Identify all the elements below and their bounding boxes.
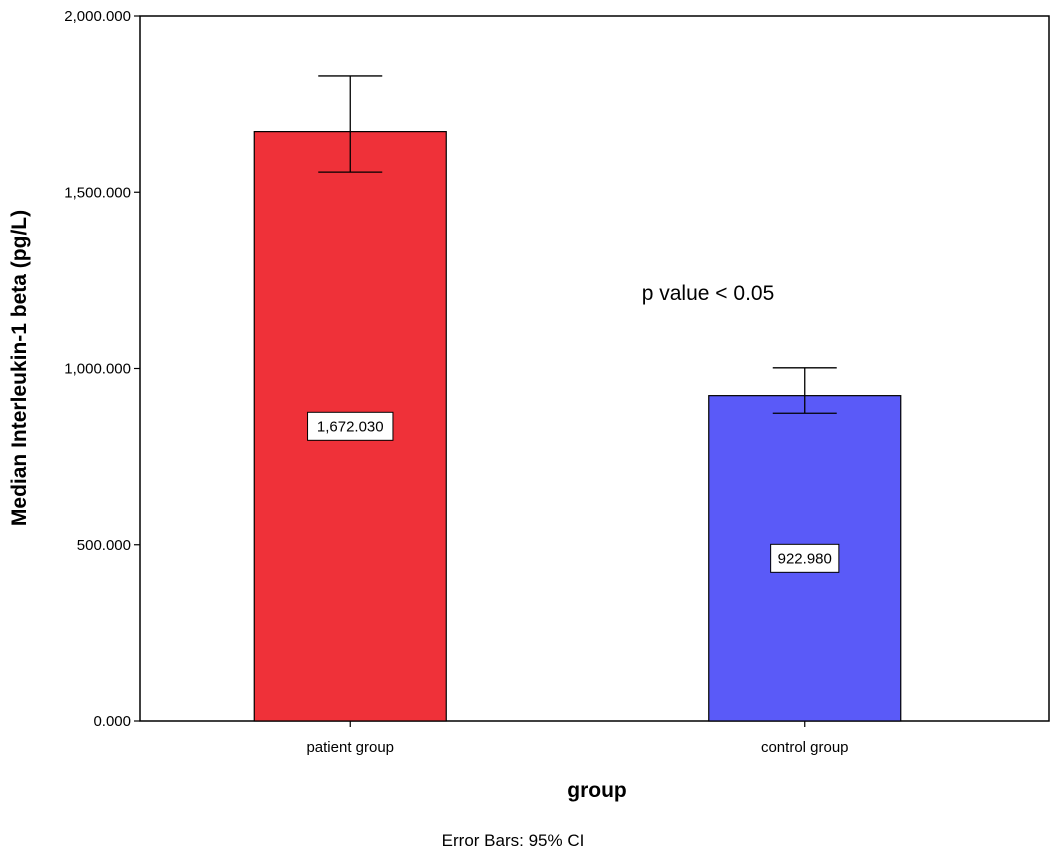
x-axis: patient group control group	[306, 721, 849, 756]
x-tick-label: control group	[761, 739, 849, 756]
x-axis-title: group	[567, 779, 626, 802]
error-bars-footnote: Error Bars: 95% CI	[442, 831, 585, 850]
data-label: 1,672.030	[317, 418, 384, 435]
y-axis: 0.000 500.000 1,000.000 1,500.000 2,000.000	[64, 8, 140, 730]
y-tick-label: 1,500.000	[64, 184, 131, 201]
bars: 1,672.030 922.980	[253, 75, 902, 722]
x-tick-label: patient group	[306, 739, 394, 756]
y-axis-title: Median Interleukin-1 beta (pg/L)	[8, 210, 31, 526]
data-label-box	[307, 411, 394, 441]
y-tick-label: 0.000	[93, 713, 131, 730]
p-value-annotation: p value < 0.05	[642, 282, 775, 305]
data-label-box	[770, 543, 840, 573]
y-tick-label: 2,000.000	[64, 8, 131, 25]
y-tick-label: 500.000	[77, 537, 131, 554]
data-label: 922.980	[778, 550, 832, 567]
y-tick-label: 1,000.000	[64, 361, 131, 378]
